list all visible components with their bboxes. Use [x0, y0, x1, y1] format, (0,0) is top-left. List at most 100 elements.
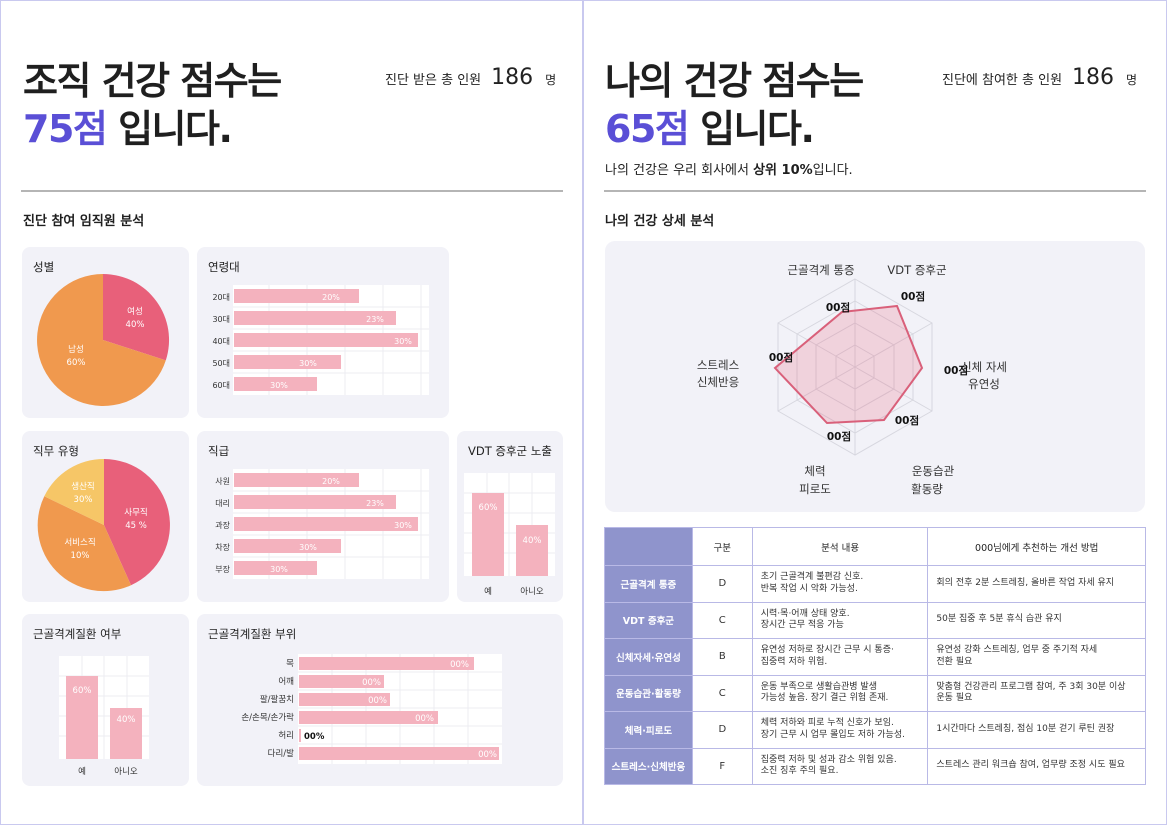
bar	[234, 473, 359, 487]
data-label: 23%	[366, 315, 384, 324]
tick-label: 어깨	[278, 676, 294, 687]
bar	[234, 333, 418, 347]
data-label: 00점	[826, 302, 850, 314]
msd-part-card: 근골격계질환 부위 목 어깨 팔/팔꿈치 손/손목/손가락 허리 다리/발	[197, 614, 563, 786]
section-title: 나의 건강 상세 분석	[605, 214, 715, 229]
data-label: 00%	[450, 660, 469, 670]
data-label: 20%	[322, 477, 340, 486]
pie-slice-production	[44, 458, 104, 525]
data-label: 40%	[523, 536, 542, 546]
radar-chart: 근골격계 통증 VDT 증후군 신체 자세 유연성 운동습관 활동량 체력 피로…	[697, 263, 1007, 496]
data-label: 00%	[478, 750, 497, 760]
org-headline: 조직 건강 점수는 75점 입니다.	[23, 58, 282, 153]
data-label: 00점	[901, 291, 925, 303]
personal-participant-count: 진단에 참여한 총 인원 186 명	[942, 65, 1137, 90]
pie-label: 사무직	[124, 507, 147, 518]
tick-label: 40대	[212, 337, 230, 346]
axis-label: VDT 증후군	[887, 263, 946, 277]
row-analysis: 시력·목·어깨 상태 양호. 장시간 근무 적응 가능	[751, 601, 929, 639]
bar	[299, 729, 301, 742]
section-title: 진단 참여 임직원 분석	[23, 214, 145, 229]
bar	[516, 525, 548, 576]
tick-label: 예	[484, 586, 492, 597]
grid-lines	[298, 654, 502, 764]
msd-part-bar-chart: 목 어깨 팔/팔꿈치 손/손목/손가락 허리 다리/발 00% 00% 00% …	[241, 654, 502, 764]
row-analysis: 체력 저하와 피로 누적 신호가 보임. 장기 근무 시 업무 몰입도 저하 가능…	[751, 711, 929, 749]
radar-series-area	[773, 304, 924, 425]
job-type-card: 직무 유형 사무직 45 % 서비스직 10% 생산직 30%	[22, 431, 189, 602]
tick-label: 예	[78, 766, 86, 777]
axis-label: 스트레스	[697, 358, 739, 372]
row-analysis: 운동 부족으로 생활습관병 발생 가능성 높음. 장기 결근 위험 존재.	[751, 674, 929, 712]
data-label: 60%	[73, 686, 92, 696]
bar	[110, 708, 142, 759]
position-card: 직급 사원 대리 과장 차장 부장 20% 23% 30%	[197, 431, 449, 602]
personal-count-unit: 명	[1126, 73, 1138, 87]
row-advice: 스트레스 관리 워크숍 참여, 업무량 조정 시도 필요	[927, 747, 1146, 785]
bar	[299, 675, 384, 688]
bar	[234, 517, 418, 531]
bar	[299, 711, 438, 724]
tick-label: 허리	[278, 731, 294, 741]
bar	[234, 289, 359, 303]
data-label: 60%	[479, 503, 498, 513]
personal-page: 나의 건강 점수는 65점 입니다. 진단에 참여한 총 인원 186 명 나의 건…	[584, 0, 1167, 825]
data-label: 30%	[394, 521, 412, 530]
ranking-text: 나의 건강은 우리 회사에서 상위 10%입니다.	[605, 163, 853, 178]
data-label: 30%	[299, 359, 317, 368]
tick-label: 사원	[215, 477, 230, 486]
bar	[234, 539, 341, 553]
bar	[234, 355, 341, 369]
bar	[299, 747, 499, 760]
radar-axes	[777, 279, 933, 455]
grid-lines	[233, 469, 429, 579]
data-label: 30%	[394, 337, 412, 346]
tick-label: 아니오	[520, 586, 544, 597]
row-category: 운동습관·활동량	[604, 674, 693, 712]
column-header: 분석 내용	[751, 527, 929, 566]
tick-label: 20대	[212, 293, 230, 302]
msd-part-title: 근골격계질환 부위	[208, 627, 297, 641]
age-card: 연령대 20대 30대 40대 50대 60대 20% 23% 30%	[197, 247, 449, 418]
data-label: 00%	[304, 732, 325, 742]
bar	[66, 676, 98, 759]
row-advice: 50분 집중 후 5분 휴식 습관 유지	[927, 601, 1146, 639]
vdt-bar-chart: 60% 40% 예 아니오	[464, 473, 555, 597]
pie-value: 40%	[126, 320, 145, 330]
data-label: 30%	[299, 543, 317, 552]
org-headline-line1: 조직 건강 점수는	[23, 59, 282, 103]
axis-label: 체력	[804, 464, 825, 478]
pie-slice-office	[104, 459, 170, 586]
axis-label: 신체반응	[697, 375, 739, 389]
personal-score: 65점	[605, 106, 690, 151]
bar	[472, 493, 504, 576]
data-label: 00%	[362, 678, 381, 688]
detail-table: 구분 분석 내용 000님에게 추천하는 개선 방법 근골격계 통증 D 초기 …	[604, 527, 1146, 785]
row-category: 신체자세·유연성	[604, 638, 693, 676]
row-grade: F	[691, 747, 753, 785]
row-category: 스트레스·신체반응	[604, 747, 693, 785]
bar	[299, 693, 390, 706]
tick-label: 30대	[212, 315, 230, 324]
pie-label: 생산직	[71, 481, 94, 492]
row-analysis: 집중력 저하 및 성과 감소 위험 있음. 소진 징후 주의 필요.	[751, 747, 929, 785]
pie-value: 10%	[71, 551, 90, 561]
pie-value: 60%	[67, 358, 86, 368]
personal-headline-line1: 나의 건강 점수는	[605, 59, 864, 103]
job-type-pie-chart: 사무직 45 % 서비스직 10% 생산직 30%	[37, 458, 170, 592]
bar	[234, 495, 396, 509]
tick-label: 손/손목/손가락	[241, 712, 294, 723]
tick-label: 부장	[215, 564, 230, 574]
personal-headline: 나의 건강 점수는 65점 입니다.	[605, 58, 864, 153]
job-type-title: 직무 유형	[33, 444, 79, 458]
org-count-value: 186	[491, 65, 534, 90]
table-row: 운동습관·활동량 C 운동 부족으로 생활습관병 발생 가능성 높음. 장기 결근…	[604, 674, 1146, 712]
data-label: 00%	[368, 696, 387, 706]
row-analysis: 초기 근골격계 불편감 신호. 반복 작업 시 악화 가능성.	[751, 565, 929, 603]
tick-label: 과장	[215, 520, 230, 530]
organization-page: 조직 건강 점수는 75점 입니다. 진단 받은 총 인원 186 명 진단 참여 …	[0, 0, 584, 825]
data-label: 00점	[769, 352, 793, 364]
table-row: 스트레스·신체반응 F 집중력 저하 및 성과 감소 위험 있음. 소진 징후 주…	[604, 747, 1146, 785]
bar	[234, 311, 396, 325]
row-grade: D	[691, 565, 753, 603]
